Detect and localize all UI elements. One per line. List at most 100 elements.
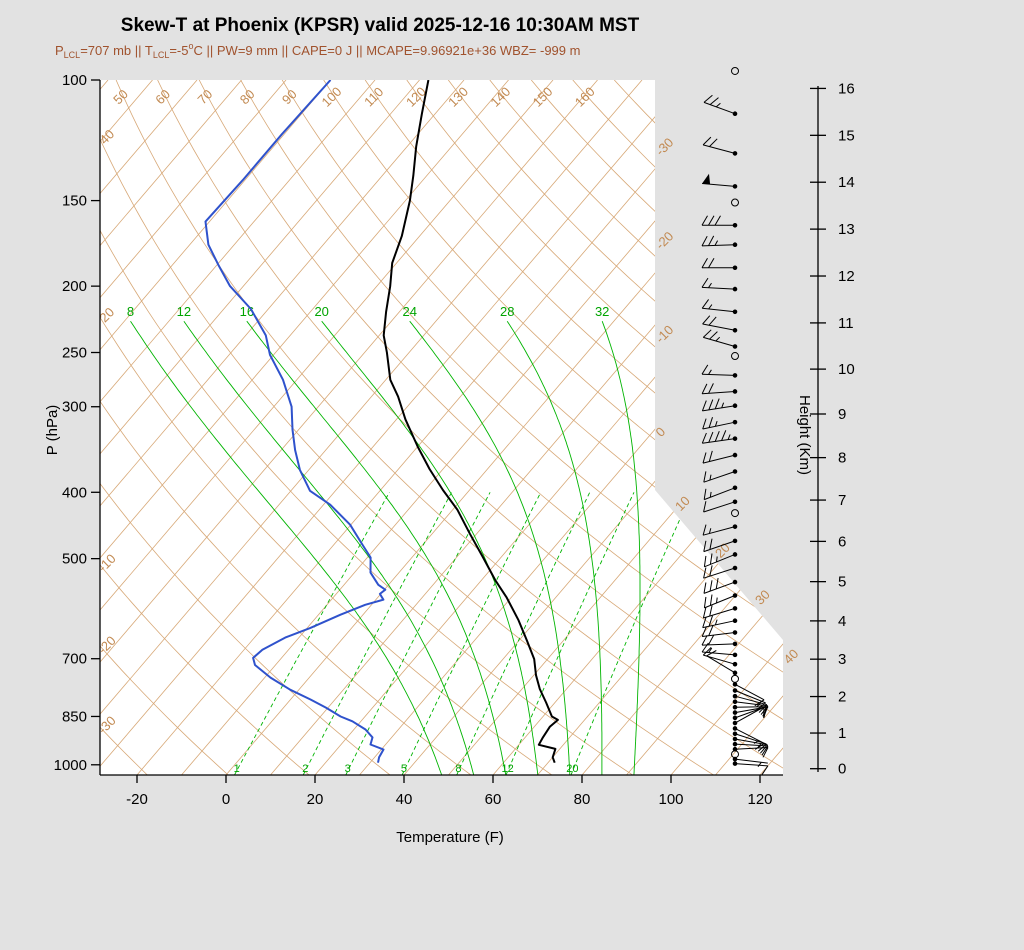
wind-barb-full [701, 215, 708, 226]
mixing-ratio-label: 12 [501, 763, 513, 775]
wind-barb-full [701, 635, 708, 646]
wind-barb-full [702, 136, 712, 146]
wind-barb-staff [703, 607, 736, 619]
wind-barb-full [721, 430, 727, 441]
height-tick-label: 4 [838, 613, 846, 630]
wind-barb-full [703, 596, 707, 608]
wind-barb-staff [702, 632, 736, 637]
wind-barb-full [703, 540, 707, 552]
pressure-tick-label: 250 [62, 345, 87, 362]
temperature-axis-label: Temperature (F) [396, 829, 504, 846]
wind-barb-full [708, 431, 714, 443]
height-tick-label: 0 [838, 761, 846, 778]
height-tick-label: 13 [838, 221, 855, 238]
dry-adiabat-line [489, 80, 783, 775]
height-tick-label: 15 [838, 127, 855, 144]
moist-adiabat-line [601, 321, 641, 775]
mixing-ratio-line [302, 492, 452, 775]
wind-barb-full [703, 471, 707, 483]
wind-barb-full [709, 538, 713, 550]
moist-adiabat-label: 12 [177, 304, 191, 319]
wind-barb-full [708, 257, 715, 268]
wind-barb-full [763, 706, 767, 718]
wind-barb-full [702, 647, 712, 656]
wind-barb-staff [734, 706, 769, 708]
wind-barb-full [702, 315, 711, 325]
wind-barb-staff [704, 553, 736, 568]
mixing-ratio-line [570, 492, 693, 775]
wind-barb-staff [734, 695, 768, 706]
dry-adiabat-line [281, 80, 783, 775]
height-tick-label: 14 [838, 174, 855, 191]
wind-barb-staff [703, 336, 736, 347]
tspan: LCL [153, 50, 170, 60]
stats-line: PLCL=707 mb || TLCL=-5oC || PW=9 mm || C… [55, 41, 580, 60]
temperature-tick-label: 120 [747, 791, 772, 808]
isotherm-line [537, 80, 783, 775]
mixing-ratio-label: 2 [302, 763, 308, 775]
pressure-tick-label: 400 [62, 484, 87, 501]
tspan: LCL [64, 50, 81, 60]
moist-adiabat-label: 8 [127, 304, 134, 319]
wind-barb-staff [703, 101, 736, 115]
isotherm-line [100, 80, 287, 775]
wind-barb-staff [734, 743, 769, 747]
wind-barb-staff [702, 421, 736, 430]
wind-barb-staff [734, 701, 768, 707]
dry-adiabat-line [100, 80, 472, 775]
wind-barb-staff [702, 144, 736, 154]
tspan: C || PW=9 mm || CAPE=0 J || MCAPE=9.9692… [194, 43, 581, 58]
wind-barb-full [701, 642, 709, 653]
isotherm-line [670, 80, 783, 775]
isotherm-line [100, 80, 687, 775]
dry-adiabat-line [198, 80, 783, 775]
wind-barb-staff [702, 526, 736, 536]
mixing-ratio-label: 3 [345, 763, 351, 775]
wind-barb-full [702, 329, 712, 338]
wind-barb-staff [701, 373, 736, 376]
wind-barb-full [701, 364, 709, 375]
wind-barb-full [701, 432, 707, 444]
chart-title: Skew-T at Phoenix (KPSR) valid 2025-12-1… [121, 15, 640, 36]
calm-wind-icon [731, 198, 739, 207]
wind-barb-staff [703, 501, 736, 513]
temperature-curve [382, 80, 559, 764]
wind-barb-full [708, 625, 714, 636]
wind-barb-full [701, 299, 710, 309]
mixing-ratio-line [234, 492, 390, 775]
grid-labels: 50 60 70 80 90 100 110 120 130 140 150 1604020-10-2… [54, 72, 855, 808]
wind-barb-full [703, 488, 707, 500]
wind-barb-full [702, 418, 707, 430]
pressure-tick-label: 850 [62, 708, 87, 725]
pressure-axis-label: P (hPa) [44, 405, 61, 456]
temperature-tick-label: 60 [485, 791, 502, 808]
wind-barb-staff [703, 540, 736, 553]
temperature-tick-label: 100 [658, 791, 683, 808]
wind-barb-flag [702, 173, 711, 185]
wind-barb-half [716, 597, 718, 604]
dry-adiabat-line [240, 80, 783, 775]
isotherm-line [626, 80, 783, 775]
wind-barb-full [703, 567, 707, 579]
wind-barb-full [708, 383, 714, 394]
mixing-ratio-label: 1 [234, 763, 240, 775]
pressure-tick-label: 700 [62, 651, 87, 668]
wind-barb-full [703, 501, 707, 513]
wind-barb-full [708, 215, 715, 226]
height-tick-label: 5 [838, 574, 846, 591]
wind-barb-full [708, 399, 714, 411]
temperature-tick-label: 80 [574, 791, 591, 808]
isotherm-line [581, 80, 783, 775]
wind-barb-full [709, 331, 718, 340]
wind-barb-staff [701, 286, 736, 290]
moist-adiabat-label: 32 [595, 304, 609, 319]
wind-barb-full [714, 215, 721, 226]
wind-barb-half [714, 240, 719, 246]
wind-barb-staff [734, 706, 765, 724]
mixing-ratio-label: 5 [401, 763, 407, 775]
wind-barb-half [727, 434, 731, 440]
wind-barb-staff [702, 620, 736, 629]
wind-barb-half [715, 336, 721, 342]
wind-barb-full [703, 555, 707, 567]
mixing-ratio-label: 8 [455, 763, 461, 775]
